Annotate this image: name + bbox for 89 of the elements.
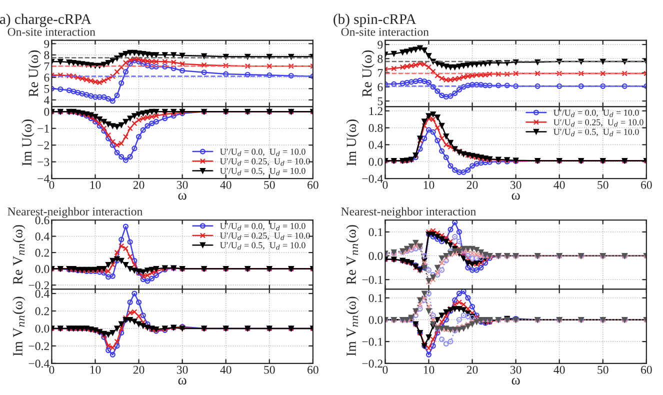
y-tick-label: 0.0 <box>368 252 383 260</box>
y-tick-label: 0.8 <box>368 124 383 132</box>
legend-label: U′/U$_{d}$ = 0.25, U$_{d}$ = 10.0 <box>220 158 310 166</box>
chart-subtitle: Nearest-neighbor interaction <box>8 207 143 218</box>
x-tick-label: 10 <box>90 366 101 374</box>
chart-subtitle: On-site interaction <box>8 28 96 36</box>
y-tick-label: 0.1 <box>368 294 382 302</box>
y-tick-label: 0.4 <box>35 232 50 241</box>
x-tick-label: 60 <box>308 180 318 189</box>
y-tick-label: 6 <box>44 74 50 82</box>
x-tick-label: 40 <box>220 366 232 374</box>
y-axis-title: Re U(ω) <box>362 50 374 97</box>
y-tick-label: −0.2 <box>28 342 49 350</box>
y-tick-label: 8 <box>378 54 383 63</box>
x-tick-label: 20 <box>466 180 478 189</box>
y-tick-label: 1.2 <box>369 107 382 116</box>
x-tick-label: 20 <box>133 180 144 189</box>
y-axis-title: Re U(ω) <box>28 50 41 97</box>
x-tick-label: 20 <box>466 366 478 374</box>
y-tick-label: 8 <box>44 51 50 60</box>
legend-label: U′/U$_{d}$ = 0.25, U$_{d}$ = 10.0 <box>554 119 644 127</box>
y-tick-label: 7 <box>378 69 383 77</box>
y-tick-label: 0.2 <box>35 248 49 257</box>
y-axis-title: Im V$_{nn}$(ω) <box>12 296 26 356</box>
legend-label: U′/U$_{d}$ = 0.0, U$_{d}$ = 10.0 <box>220 222 306 230</box>
y-tick-label: 0.0 <box>368 316 383 324</box>
x-tick-label: 60 <box>641 180 652 189</box>
y-tick-label: −0.2 <box>362 360 382 368</box>
chart-subtitle: Nearest-neighbor interaction <box>341 207 476 218</box>
y-axis-title: Im U(ω) <box>22 120 34 166</box>
legend-label: U′/U$_{d}$ = 0.0, U$_{d}$ = 10.0 <box>220 148 306 156</box>
x-tick-label: 40 <box>220 180 232 189</box>
x-axis-title: ω <box>512 378 520 385</box>
x-tick-label: 10 <box>424 180 434 189</box>
y-tick-label: −0.1 <box>362 276 382 284</box>
y-axis-title: Re V$_{nn}$(ω) <box>346 225 359 284</box>
y-axis-title: Re V$_{nn}$(ω) <box>12 225 26 284</box>
x-tick-label: 30 <box>510 366 522 374</box>
x-tick-label: 20 <box>133 366 144 374</box>
legend-label: U′/U$_{d}$ = 0.0, U$_{d}$ = 10.0 <box>554 110 639 118</box>
y-tick-label: 0.0 <box>368 158 383 166</box>
x-tick-label: 40 <box>554 366 565 374</box>
x-tick-label: 30 <box>176 366 188 374</box>
y-tick-label: −2 <box>38 141 49 150</box>
x-tick-label: 50 <box>264 366 275 374</box>
x-tick-label: 50 <box>598 366 608 374</box>
y-tick-label: 0.0 <box>35 265 50 274</box>
y-axis-title: Im U(ω) <box>346 120 359 166</box>
y-tick-label: −0.4 <box>28 360 50 368</box>
y-tick-label: 0.1 <box>368 228 382 236</box>
y-tick-label: 0.4 <box>368 140 383 149</box>
x-tick-label: 60 <box>308 366 318 374</box>
y-tick-label: 0.6 <box>35 216 50 224</box>
legend-label: U′/U$_{d}$ = 0.5, U$_{d}$ = 10.0 <box>220 242 306 250</box>
x-tick-label: 50 <box>264 180 275 189</box>
y-tick-label: 0.2 <box>35 307 49 316</box>
x-tick-label: 10 <box>90 180 101 189</box>
y-tick-label: −3 <box>38 158 50 166</box>
y-tick-label: 5 <box>44 85 50 93</box>
y-tick-label: −0.4 <box>362 174 383 183</box>
y-tick-label: −1 <box>38 124 49 132</box>
x-axis-title: ω <box>178 378 186 385</box>
x-tick-label: 50 <box>598 180 608 189</box>
y-tick-label: 5 <box>378 97 383 106</box>
x-axis-title: ω <box>512 193 520 200</box>
y-tick-label: 0 <box>44 108 50 116</box>
y-tick-label: −4 <box>38 174 50 183</box>
x-tick-label: 30 <box>510 180 522 189</box>
x-tick-label: 60 <box>641 366 652 374</box>
x-tick-label: 40 <box>554 180 565 189</box>
y-tick-label: 9 <box>378 40 383 49</box>
y-tick-label: 0.4 <box>35 290 50 298</box>
y-tick-label: 4 <box>44 96 50 104</box>
x-tick-label: 30 <box>176 180 188 189</box>
y-axis-title: Im V$_{nn}$(ω) <box>346 296 359 356</box>
y-tick-label: 7 <box>44 62 50 70</box>
legend-label: U′/U$_{d}$ = 0.5, U$_{d}$ = 10.0 <box>220 168 306 176</box>
legend-label: U′/U$_{d}$ = 0.5, U$_{d}$ = 10.0 <box>554 128 639 136</box>
y-tick-label: 9 <box>44 40 50 48</box>
chart-title: a) charge-cRPA <box>0 14 92 28</box>
y-tick-label: 0.0 <box>35 324 50 333</box>
y-tick-label: −0.2 <box>28 281 49 290</box>
y-tick-label: 6 <box>378 83 383 92</box>
x-tick-label: 10 <box>424 366 434 374</box>
chart-subtitle: On-site interaction <box>341 28 429 36</box>
y-tick-label: −0.1 <box>362 338 382 346</box>
chart-title: (b) spin-cRPA <box>334 14 416 28</box>
legend-label: U′/U$_{d}$ = 0.25, U$_{d}$ = 10.0 <box>220 232 310 240</box>
x-axis-title: ω <box>178 193 186 200</box>
